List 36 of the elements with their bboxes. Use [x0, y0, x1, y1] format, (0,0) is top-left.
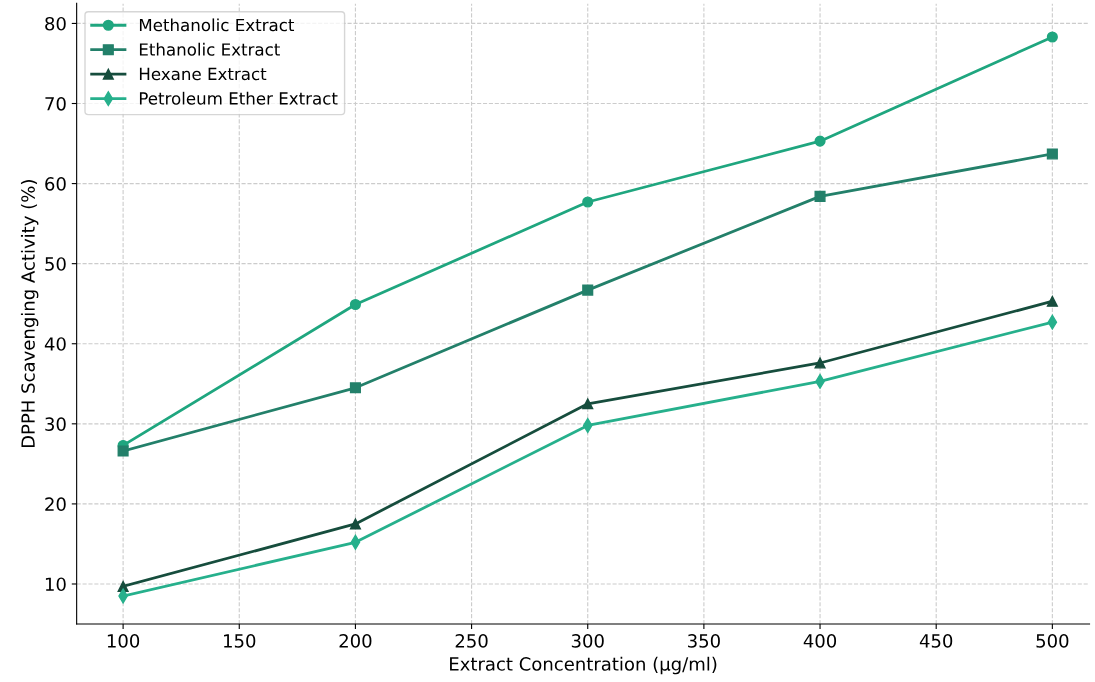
- point: [1046, 148, 1058, 160]
- y-tick-label: 10: [45, 577, 66, 592]
- y-tick-label: 30: [45, 417, 66, 431]
- x-tick-label: 300: [571, 634, 604, 648]
- point: [349, 518, 361, 530]
- point: [349, 298, 361, 311]
- x-tick-label: 150: [224, 634, 256, 648]
- x-tick-label: 100: [107, 634, 140, 648]
- x-tick-label: 250: [455, 634, 488, 648]
- x-tick-label: 200: [339, 634, 372, 648]
- point: [1046, 295, 1058, 307]
- point: [582, 196, 594, 208]
- y-tick-label: 20: [45, 497, 66, 512]
- y-tick-label: 60: [45, 177, 66, 191]
- point: [1046, 31, 1058, 43]
- y-tick-label: 80: [45, 16, 66, 31]
- x-tick-label: 500: [1036, 634, 1069, 648]
- point: [814, 190, 826, 202]
- x-tick-label: 350: [688, 634, 720, 648]
- y-axis-title: DPPH Scavenging Activity (%): [20, 180, 39, 448]
- x-tick-label: 400: [803, 634, 837, 648]
- y-tick-label: 40: [44, 337, 66, 351]
- y-tick-label: 70: [45, 96, 66, 111]
- point: [814, 357, 826, 369]
- point: [349, 382, 361, 394]
- x-tick-label: 450: [919, 634, 953, 648]
- x-axis-title: Extract Concentration (µg/ml): [450, 656, 717, 675]
- point: [814, 135, 826, 147]
- legend-label: Petroleum Ether Extract: [139, 91, 338, 105]
- y-tick-label: 50: [45, 257, 66, 271]
- legend-label: Hexane Extract: [139, 67, 267, 81]
- point: [582, 398, 594, 410]
- point: [117, 445, 129, 457]
- point: [582, 284, 594, 296]
- legend-label: Methanolic Extract: [139, 18, 295, 32]
- legend-label: Ethanolic Extract: [139, 42, 280, 56]
